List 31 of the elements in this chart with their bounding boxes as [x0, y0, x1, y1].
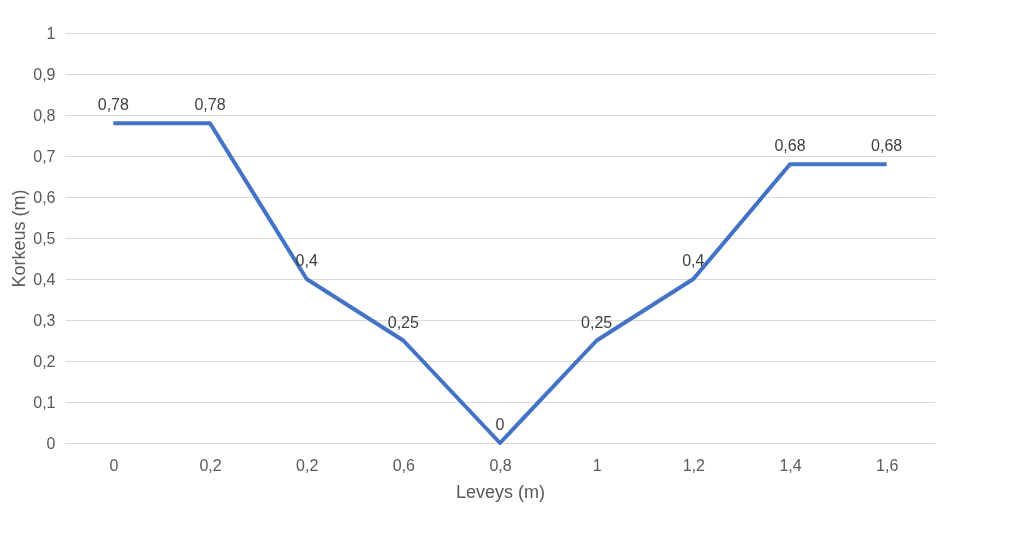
x-tick-label: 1 — [592, 456, 602, 474]
y-tick-label: 0 — [46, 434, 56, 452]
data-label: 0 — [495, 416, 505, 433]
y-tick-label: 0,9 — [33, 65, 56, 83]
y-tick-label: 0,2 — [33, 352, 56, 370]
x-tick-label: 1,6 — [876, 456, 899, 474]
y-axis-title: Korkeus (m) — [9, 189, 30, 288]
x-axis-title: Leveys (m) — [455, 481, 546, 502]
y-tick-label: 0,7 — [33, 147, 56, 165]
x-tick-label: 0,6 — [392, 456, 416, 474]
data-label: 0,68 — [871, 137, 903, 155]
x-tick-label: 0 — [109, 456, 119, 474]
data-label: 0,4 — [295, 252, 318, 269]
y-tick-label: 0,4 — [33, 270, 56, 288]
x-tick-label: 1,4 — [779, 456, 802, 474]
data-label: 0,25 — [387, 313, 420, 331]
data-label: 0,25 — [581, 313, 613, 331]
y-tick-label: 0,6 — [33, 188, 56, 206]
x-tick-label: 0,8 — [489, 456, 512, 474]
x-tick-label: 0,2 — [296, 456, 319, 474]
y-tick-label: 1 — [46, 24, 56, 42]
data-label: 0,78 — [97, 96, 130, 114]
y-tick-label: 0,3 — [33, 311, 56, 329]
x-tick-label: 0,2 — [199, 456, 222, 474]
data-label: 0,78 — [194, 96, 226, 114]
x-tick-label: 1,2 — [682, 456, 706, 474]
data-label: 0,68 — [774, 137, 806, 155]
y-tick-label: 0,5 — [33, 229, 56, 247]
data-label: 0,4 — [682, 252, 705, 269]
y-tick-label: 0,8 — [33, 106, 56, 124]
y-tick-label: 0,1 — [33, 393, 56, 411]
